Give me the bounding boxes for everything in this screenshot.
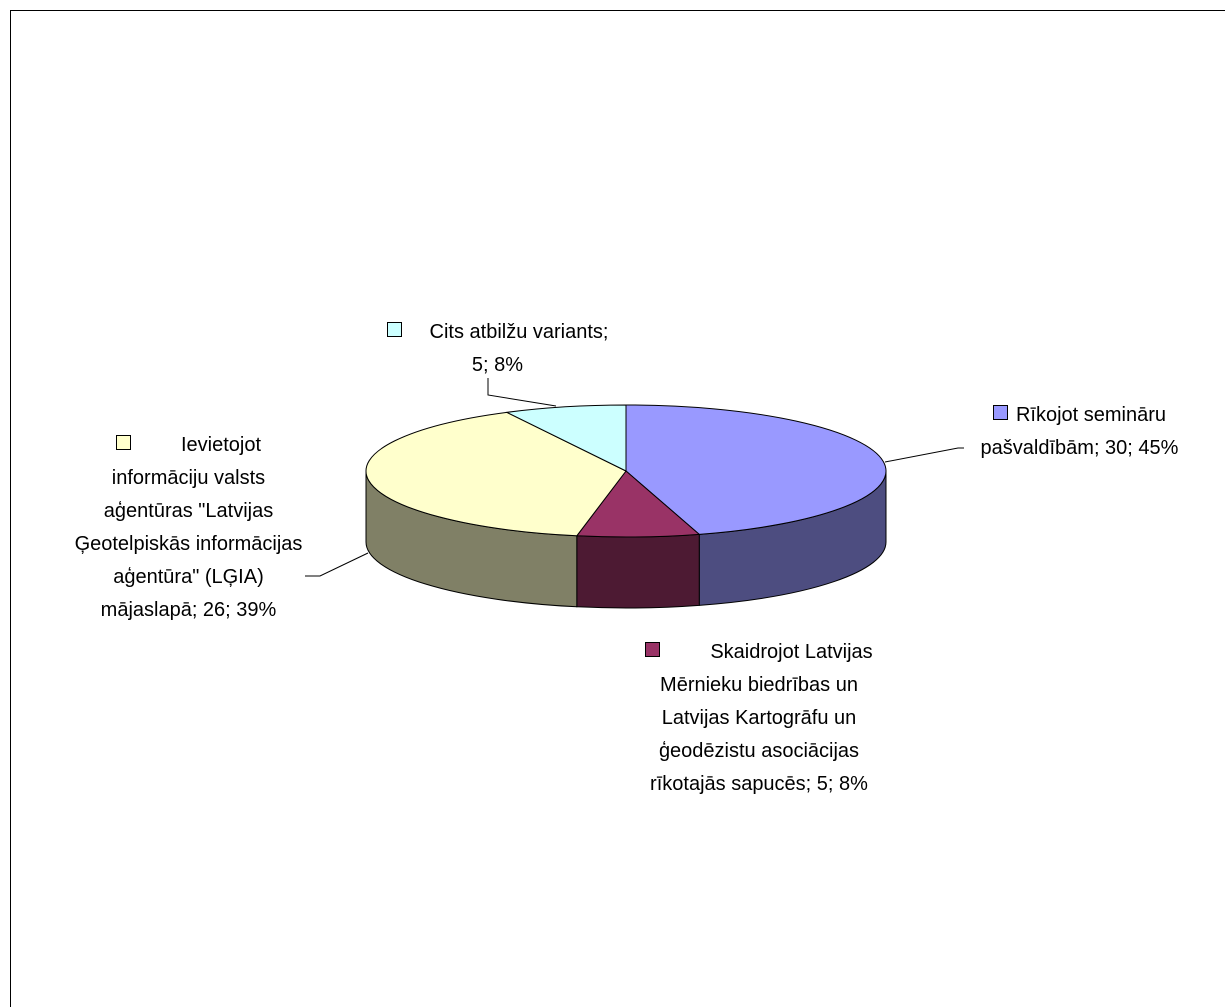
pie-slice xyxy=(505,404,627,472)
legend-marker xyxy=(115,435,131,450)
data-label-box: Cits atbilžu variants; 5; 8% xyxy=(385,316,610,382)
data-label-box: Ievietojot informāciju valsts aģentūras … xyxy=(66,429,311,627)
legend-marker xyxy=(645,642,661,657)
data-label: Skaidrojot Latvijas Mērnieku biedrības u… xyxy=(650,641,873,795)
leader-line xyxy=(305,552,369,577)
pie-slice xyxy=(625,404,887,535)
pie-slice xyxy=(575,470,701,538)
data-label: Cits atbilžu variants; 5; 8% xyxy=(429,321,609,376)
leader-line xyxy=(884,447,964,463)
data-label: Ievietojot informāciju valsts aģentūras … xyxy=(74,434,303,621)
data-label-box: Skaidrojot Latvijas Mērnieku biedrības u… xyxy=(634,636,884,801)
chart-frame xyxy=(10,10,1225,1007)
legend-marker xyxy=(386,322,402,337)
data-label-box: Rīkojot semināru pašvaldībām; 30; 45% xyxy=(962,399,1197,465)
legend-marker xyxy=(992,405,1008,420)
pie xyxy=(365,404,887,609)
leader-line xyxy=(487,378,557,407)
pie-slice xyxy=(365,411,627,537)
data-label: Rīkojot semināru pašvaldībām; 30; 45% xyxy=(980,404,1179,459)
pie-side xyxy=(576,533,700,609)
